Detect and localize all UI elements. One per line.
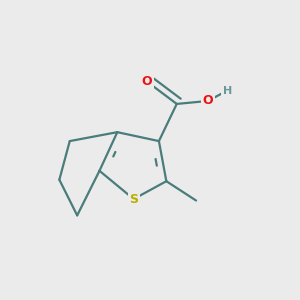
Text: S: S: [129, 193, 138, 206]
Text: O: O: [202, 94, 213, 107]
Text: H: H: [223, 85, 232, 96]
Text: O: O: [142, 75, 152, 88]
